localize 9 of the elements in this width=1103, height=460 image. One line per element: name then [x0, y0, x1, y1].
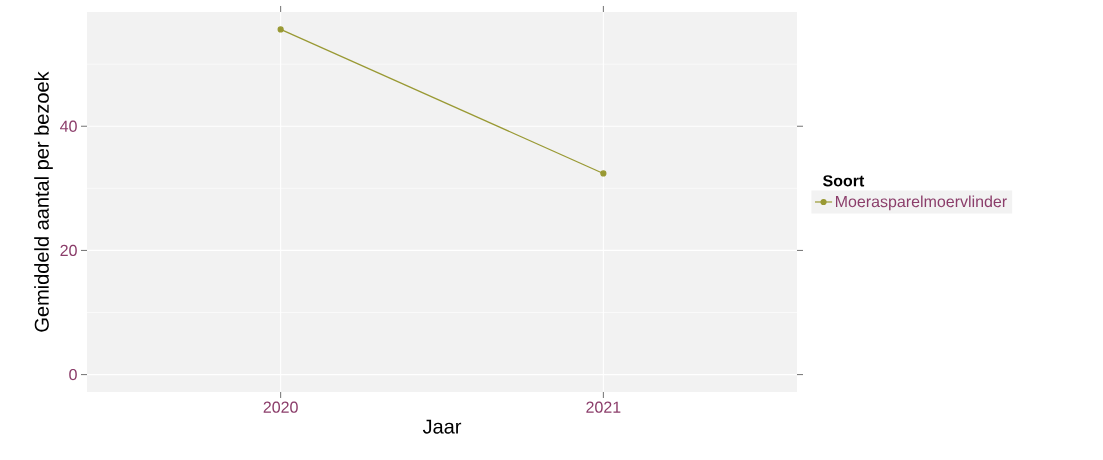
- y-tick-label: 20: [60, 244, 77, 257]
- y-tick-label: 40: [60, 120, 77, 132]
- y-tick-label: 0: [69, 368, 77, 381]
- legend-title: Soort: [822, 175, 865, 187]
- x-tick-label: 2020: [263, 401, 298, 413]
- legend-label: Moerasparelmoervlinder: [835, 195, 1007, 211]
- x-tick-label: 2021: [586, 401, 621, 413]
- y-axis-title: Gemiddeld aantal per bezoek: [34, 71, 53, 332]
- x-axis-title: Jaar: [422, 419, 462, 434]
